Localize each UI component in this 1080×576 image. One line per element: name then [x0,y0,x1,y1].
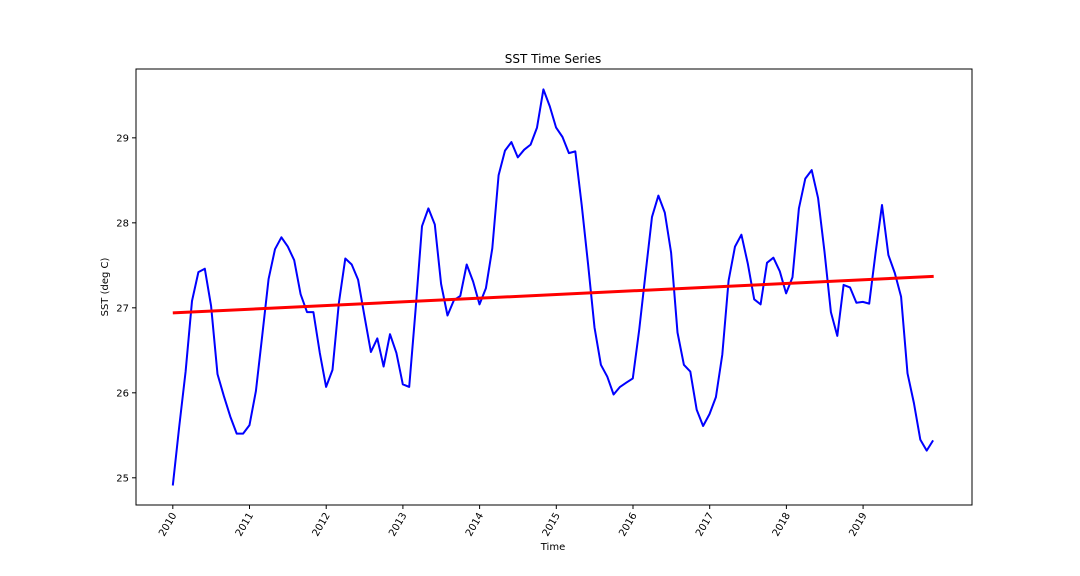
y-tick-label: 29 [116,133,129,144]
y-tick-label: 27 [116,303,129,314]
chart-title: SST Time Series [505,52,601,66]
sst-series-line [171,88,934,486]
plot-area [171,88,934,486]
y-axis: 25 26 27 28 29 [116,133,136,484]
y-tick-label: 26 [116,388,129,399]
plot-frame [135,68,973,506]
y-tick-label: 25 [116,473,129,484]
x-axis-label: Time [540,542,565,553]
y-axis-label: SST (deg C) [100,258,111,317]
trend-line [172,274,934,315]
y-tick-label: 28 [116,218,129,229]
